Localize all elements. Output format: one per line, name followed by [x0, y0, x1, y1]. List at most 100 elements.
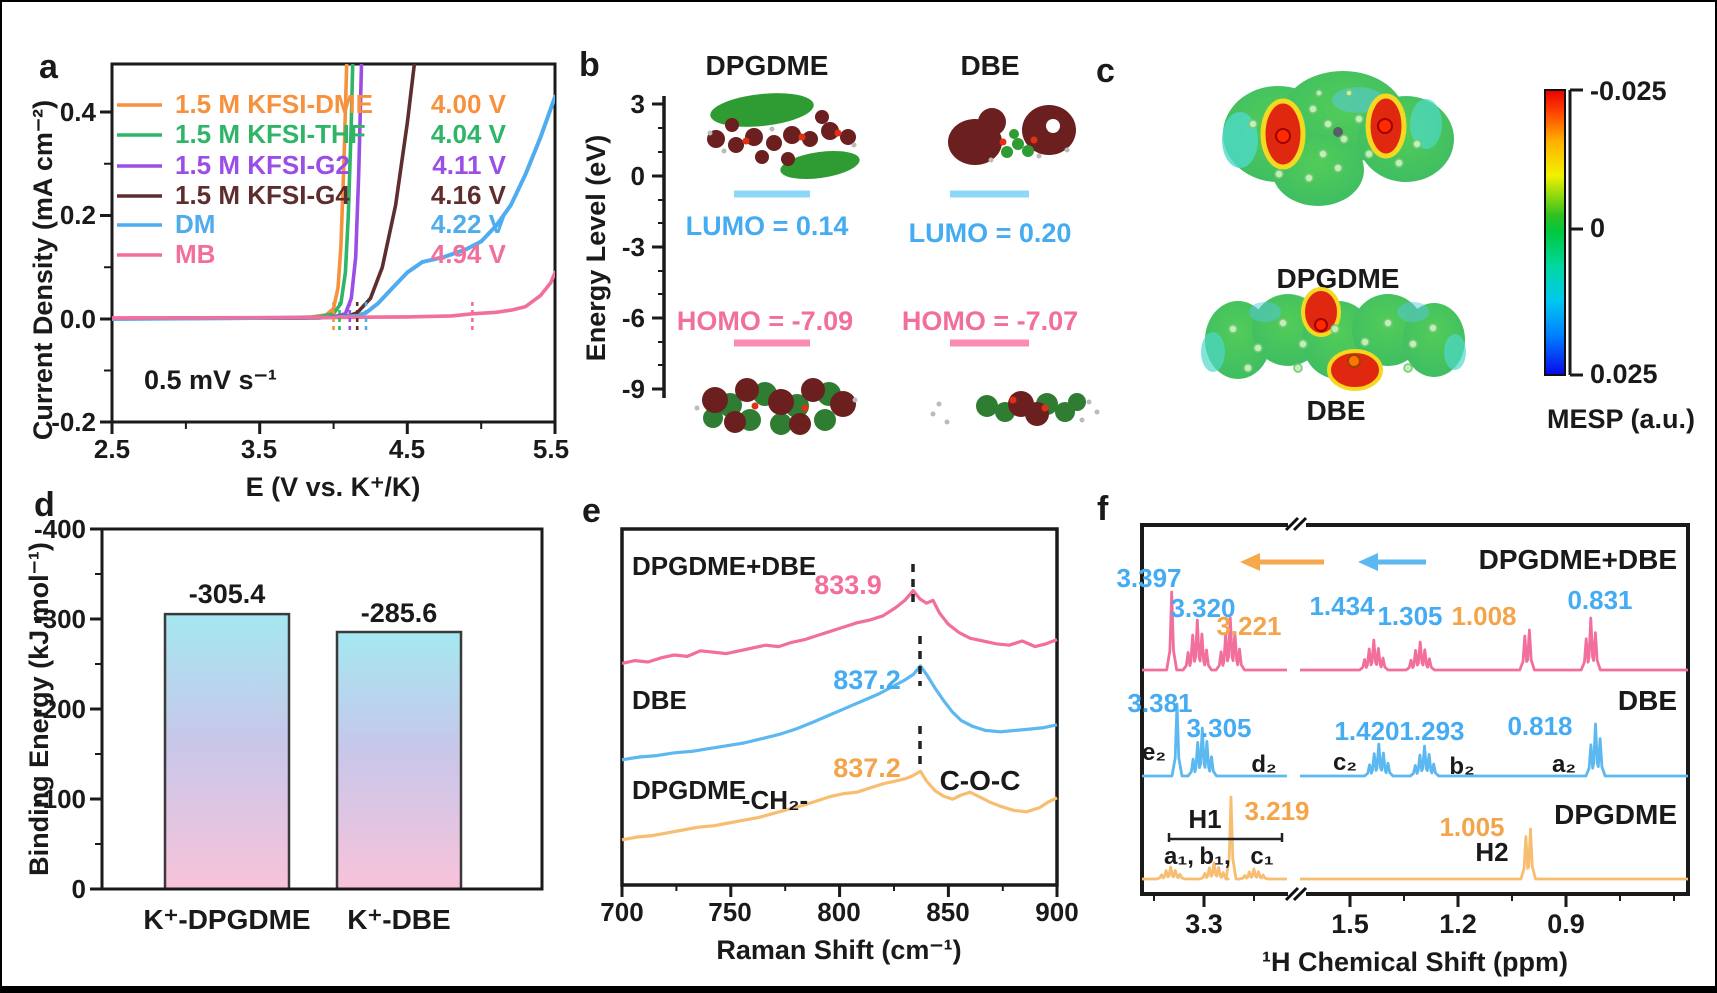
a-onset-voltage: 4.11 V — [432, 150, 506, 180]
b-col-header-dbe: DBE — [960, 50, 1019, 81]
f-assignment-d2: d₂ — [1251, 751, 1276, 778]
f-x-major-ticks — [1202, 894, 1568, 907]
c-dpgdme-label: DPGDME — [1277, 263, 1400, 294]
e-curve-label-dbe: DBE — [632, 685, 687, 715]
d-bar-value-dbe: -285.6 — [361, 598, 438, 628]
a-legend: 1.5 M KFSI-DME 4.00 V 1.5 M KFSI-THF 4.0… — [117, 89, 507, 269]
panel-letter-b: b — [579, 46, 600, 84]
b-dpgdme-homo-value: HOMO = -7.09 — [677, 306, 853, 336]
a-ytick: -0.2 — [51, 407, 96, 437]
c-dbe-mesp-image — [1201, 287, 1466, 391]
d-y-major-ticks — [90, 527, 102, 891]
a-xtick: 5.5 — [533, 434, 569, 464]
a-xtick: 2.5 — [94, 434, 130, 464]
c-colorbar-title: MESP (a.u.) — [1547, 404, 1695, 434]
panel-letter-e: e — [582, 492, 601, 530]
f-peak-label: 3.219 — [1244, 796, 1309, 826]
panel-e-raman-chart: e 700 750 800 850 900 Raman Shift (cm⁻¹)… — [582, 492, 1079, 965]
a-onset-voltage: 4.04 V — [431, 119, 507, 149]
panel-c-mesp: c DPGDME — [1096, 52, 1695, 434]
b-ytick: 3 — [631, 89, 645, 119]
f-peak-label: 0.818 — [1507, 711, 1572, 741]
f-assignment-h1: H1 — [1188, 804, 1221, 834]
f-peak-label: 3.397 — [1116, 563, 1181, 593]
a-x-minor-ticks — [184, 422, 483, 429]
panel-f-nmr-chart: f 3.3 1.5 1.2 0.9 ¹H Chemical Shift (ppm… — [1097, 490, 1690, 977]
f-assignment-c1: c₁ — [1250, 843, 1273, 870]
c-dbe-label: DBE — [1306, 395, 1365, 426]
b-dpgdme-lumo-orbital-image — [707, 93, 860, 180]
a-lsv-curves — [112, 64, 555, 321]
a-ytick: 0.2 — [60, 200, 96, 230]
figure-border-bottom — [2, 986, 1715, 991]
a-x-axis-label: E (V vs. K⁺/K) — [246, 472, 421, 502]
b-dbe-homo-orbital-image — [930, 391, 1100, 426]
f-xtick: 0.9 — [1547, 909, 1585, 939]
panel-b-energy-levels: b DPGDME DBE 3 0 -3 -6 -9 Energy Level (… — [579, 46, 1100, 435]
f-assignment-c2: c₂ — [1333, 749, 1357, 776]
c-colorbar-tick-mid: 0 — [1590, 213, 1605, 243]
d-bar-dbe — [335, 630, 463, 891]
a-ytick: 0.0 — [60, 304, 96, 334]
e-curve-label-dpgdme: DPGDME — [632, 775, 746, 805]
f-h1-bracket — [1167, 833, 1284, 842]
f-peak-label: 1.293 — [1399, 716, 1464, 746]
d-ytick: -300 — [34, 604, 86, 634]
f-peak-label: 1.305 — [1377, 601, 1442, 631]
f-peak-label: 3.305 — [1186, 713, 1251, 743]
f-peak-label: 3.221 — [1216, 611, 1281, 641]
e-curve-dpgdme-dbe — [621, 589, 1058, 665]
c-colorbar: -0.025 0 0.025 MESP (a.u.) — [1544, 76, 1695, 434]
f-trace-name-dbe: DBE — [1618, 685, 1677, 716]
f-xtick: 1.5 — [1331, 909, 1369, 939]
b-ytick: -3 — [622, 232, 645, 262]
panel-letter-f: f — [1097, 490, 1109, 528]
e-x-axis-label: Raman Shift (cm⁻¹) — [716, 935, 961, 965]
f-assignment-b1: b₁, — [1199, 843, 1230, 870]
a-onset-voltage: 4.00 V — [431, 89, 507, 119]
a-y-major-ticks — [100, 110, 112, 424]
a-legend-label: DM — [175, 209, 215, 239]
e-xtick: 800 — [817, 897, 860, 927]
f-assignment-a1: a₁, — [1164, 843, 1194, 870]
f-trace-name-dpgdme-dbe: DPGDME+DBE — [1479, 544, 1677, 575]
d-ytick: 0 — [72, 874, 86, 904]
a-legend-label: 1.5 M KFSI-G4 — [175, 180, 350, 210]
b-ytick: -6 — [622, 303, 645, 333]
d-ytick: -100 — [34, 784, 86, 814]
e-xtick: 900 — [1035, 897, 1078, 927]
a-y-minor-ticks — [104, 162, 112, 372]
f-peak-label: 1.005 — [1439, 812, 1504, 842]
f-trace-dpgdme-dbe — [1142, 590, 1688, 672]
d-y-minor-ticks — [95, 573, 102, 845]
f-assignment-a2: a₂ — [1552, 751, 1576, 778]
f-peak-label: 3.320 — [1170, 593, 1235, 623]
b-ytick: -9 — [622, 374, 645, 404]
a-onset-markers — [332, 302, 474, 332]
a-legend-label: 1.5 M KFSI-G2 — [175, 150, 350, 180]
f-x-axis-label: ¹H Chemical Shift (ppm) — [1262, 947, 1568, 977]
f-assignment-e2: e₂ — [1142, 739, 1166, 766]
f-assignment-h2: H2 — [1475, 837, 1508, 867]
f-x-minor-ticks — [1153, 894, 1675, 901]
f-trace-name-dpgdme: DPGDME — [1554, 799, 1677, 830]
f-assignment-b2: b₂ — [1449, 753, 1474, 780]
e-peak-value-pink: 833.9 — [814, 570, 882, 600]
f-peak-label: 0.831 — [1567, 585, 1632, 615]
b-dpgdme-lumo-value: LUMO = 0.14 — [686, 211, 849, 241]
b-dpgdme-homo-orbital-image — [694, 378, 858, 435]
d-category-dbe: K⁺-DBE — [347, 904, 450, 935]
e-annotation-ch2: -CH₂- — [742, 785, 808, 815]
d-ytick: -400 — [34, 514, 86, 544]
f-peak-label: 1.420 — [1334, 716, 1399, 746]
a-xtick: 3.5 — [241, 434, 277, 464]
panel-letter-d: d — [34, 486, 55, 524]
a-xtick: 4.5 — [389, 434, 425, 464]
b-dbe-lumo-orbital-image — [948, 105, 1076, 165]
f-shift-arrow-blue — [1358, 553, 1426, 571]
f-shift-arrow-orange — [1240, 553, 1324, 571]
a-onset-voltage: 4.16 V — [431, 180, 507, 210]
c-colorbar-tick-bottom: 0.025 — [1590, 359, 1658, 389]
a-y-axis-label: Current Density (mA cm⁻²) — [28, 100, 58, 440]
